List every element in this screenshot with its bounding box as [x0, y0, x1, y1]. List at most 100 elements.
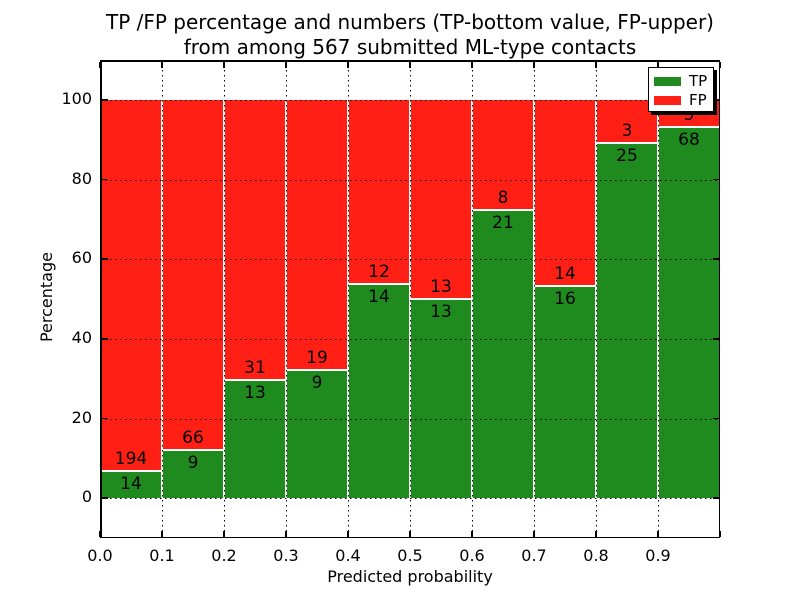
x-tickmark-bottom-4	[347, 530, 349, 537]
tp-count-label-0.9-1.0: 68	[678, 130, 700, 151]
tp-count-label-0.5-0.6: 13	[430, 302, 452, 322]
x-tickmark-top-9	[657, 61, 659, 68]
vgridline-0.5	[410, 60, 411, 538]
x-tick-label-0.0: 0.0	[87, 546, 113, 565]
fp-count-label-0.9-1.0: 5	[683, 105, 695, 126]
y-tickmark-right-20	[712, 417, 719, 420]
y-tickmark-right-60	[712, 258, 719, 260]
bar-tp-0.5-0.6	[410, 299, 472, 499]
fp-count-label-0.8-0.9: 3	[621, 120, 633, 141]
bar-boundary-seam-0.5-0.6	[410, 298, 472, 300]
bar-boundary-seam-0.9-1.0	[658, 126, 720, 129]
bar-fp-0.1-0.2	[162, 99, 224, 451]
tp-count-label-0.2-0.3: 13	[244, 383, 266, 404]
bar-boundary-seam-0.4-0.5	[348, 282, 410, 285]
bar-fp-0.7-0.8	[534, 99, 596, 286]
x-tick-label-0.6: 0.6	[459, 546, 485, 565]
x-tickmark-top-8	[595, 61, 597, 68]
bar-tp-0.9-1.0	[658, 127, 720, 499]
y-tick-label-100: 100	[61, 88, 92, 108]
chart-title: TP /FP percentage and numbers (TP-bottom…	[100, 10, 720, 60]
x-tick-label-0.7: 0.7	[521, 546, 547, 565]
x-tickmark-bottom-6	[471, 530, 473, 537]
tp-count-label-0.1-0.2: 9	[187, 453, 199, 474]
bar-boundary-seam-0.7-0.8	[534, 284, 596, 287]
y-tick-label-60: 60	[71, 248, 92, 268]
top-spine	[100, 60, 720, 62]
y-tickmark-left-100	[101, 99, 108, 101]
fp-count-label-0.0-0.1: 194	[114, 449, 148, 470]
x-tickmark-bottom-1	[161, 530, 163, 537]
x-tickmark-bottom-0	[99, 530, 101, 537]
bar-fp-0.5-0.6	[410, 99, 472, 299]
x-tickmark-bottom-8	[595, 530, 597, 537]
bar-boundary-seam-0.1-0.2	[162, 449, 224, 452]
bar-fp-0.2-0.3	[224, 99, 286, 381]
chart-title-line2: from among 567 submitted ML-type contact…	[183, 35, 637, 59]
plot-area: 194 14 66 9 31 13 19 9 12 14 13 13 8 21 14 16 3 25 5 68	[99, 60, 721, 538]
x-tickmark-bottom-10	[719, 530, 721, 537]
y-tickmark-left-20	[101, 417, 108, 420]
x-tickmark-top-3	[285, 61, 287, 68]
fp-count-label-0.3-0.4: 19	[306, 348, 328, 369]
y-tickmark-right-40	[712, 338, 719, 340]
bar-fp-0.0-0.1	[100, 99, 162, 472]
x-tickmark-top-1	[161, 61, 163, 68]
bar-tp-0.6-0.7	[472, 209, 534, 499]
x-tickmark-bottom-7	[533, 530, 535, 537]
x-tick-label-0.2: 0.2	[211, 546, 237, 565]
vgridline-0.6	[472, 60, 473, 538]
vgridline-0.7	[534, 60, 535, 538]
y-axis-label: Percentage	[37, 252, 56, 343]
tp-count-label-0.6-0.7: 21	[492, 212, 514, 233]
chart-title-line1: TP /FP percentage and numbers (TP-bottom…	[106, 10, 714, 34]
y-tick-label-80: 80	[71, 168, 92, 188]
right-spine	[718, 60, 720, 538]
y-tickmark-left-60	[101, 258, 108, 260]
x-tickmark-top-0	[99, 61, 101, 68]
bar-tp-0.1-0.2	[162, 450, 224, 499]
legend-swatch-tp-icon	[654, 77, 681, 86]
x-tickmark-top-6	[471, 61, 473, 68]
bar-tp-0.8-0.9	[596, 142, 658, 499]
legend-label-FP: FP	[689, 91, 707, 109]
fp-count-label-0.4-0.5: 12	[368, 261, 390, 282]
fp-count-label-0.5-0.6: 13	[430, 277, 452, 297]
y-tickmark-left-80	[101, 178, 108, 181]
bar-fp-0.3-0.4	[286, 99, 348, 371]
bar-tp-0.0-0.1	[100, 471, 162, 499]
x-tickmark-bottom-5	[409, 530, 411, 537]
bar-fp-0.4-0.5	[348, 99, 410, 284]
vgridline-0.1	[162, 60, 163, 538]
y-tick-label-20: 20	[71, 407, 92, 427]
left-spine	[100, 60, 102, 538]
bottom-spine	[100, 536, 720, 538]
x-tickmark-top-7	[533, 61, 535, 68]
fp-count-label-0.2-0.3: 31	[244, 358, 266, 379]
legend: TP FP	[648, 67, 714, 112]
bar-boundary-seam-0.0-0.1	[100, 470, 162, 473]
x-tick-label-0.1: 0.1	[149, 546, 175, 565]
x-tickmark-bottom-2	[223, 530, 225, 537]
bar-fp-0.8-0.9	[596, 99, 658, 143]
y-tickmark-right-100	[712, 99, 719, 101]
fp-count-label-0.6-0.7: 8	[497, 187, 509, 208]
vgridline-0.4	[348, 60, 349, 538]
x-tickmark-top-2	[223, 61, 225, 68]
tp-count-label-0.3-0.4: 9	[311, 373, 323, 394]
y-tickmark-right-0	[712, 497, 719, 499]
x-tickmark-top-4	[347, 61, 349, 68]
vgridline-0.9	[658, 60, 659, 538]
x-tick-label-0.5: 0.5	[397, 546, 423, 565]
x-tickmark-bottom-9	[657, 530, 659, 537]
fp-count-label-0.7-0.8: 14	[554, 263, 576, 284]
x-tickmark-bottom-3	[285, 530, 287, 537]
tp-count-label-0.8-0.9: 25	[616, 145, 638, 166]
tp-count-label-0.4-0.5: 14	[368, 286, 390, 307]
x-tickmark-top-10	[719, 61, 721, 68]
x-tick-label-0.4: 0.4	[335, 546, 361, 565]
bar-tp-0.3-0.4	[286, 370, 348, 499]
bar-tp-0.2-0.3	[224, 380, 286, 499]
vgridline-0.8	[596, 60, 597, 538]
